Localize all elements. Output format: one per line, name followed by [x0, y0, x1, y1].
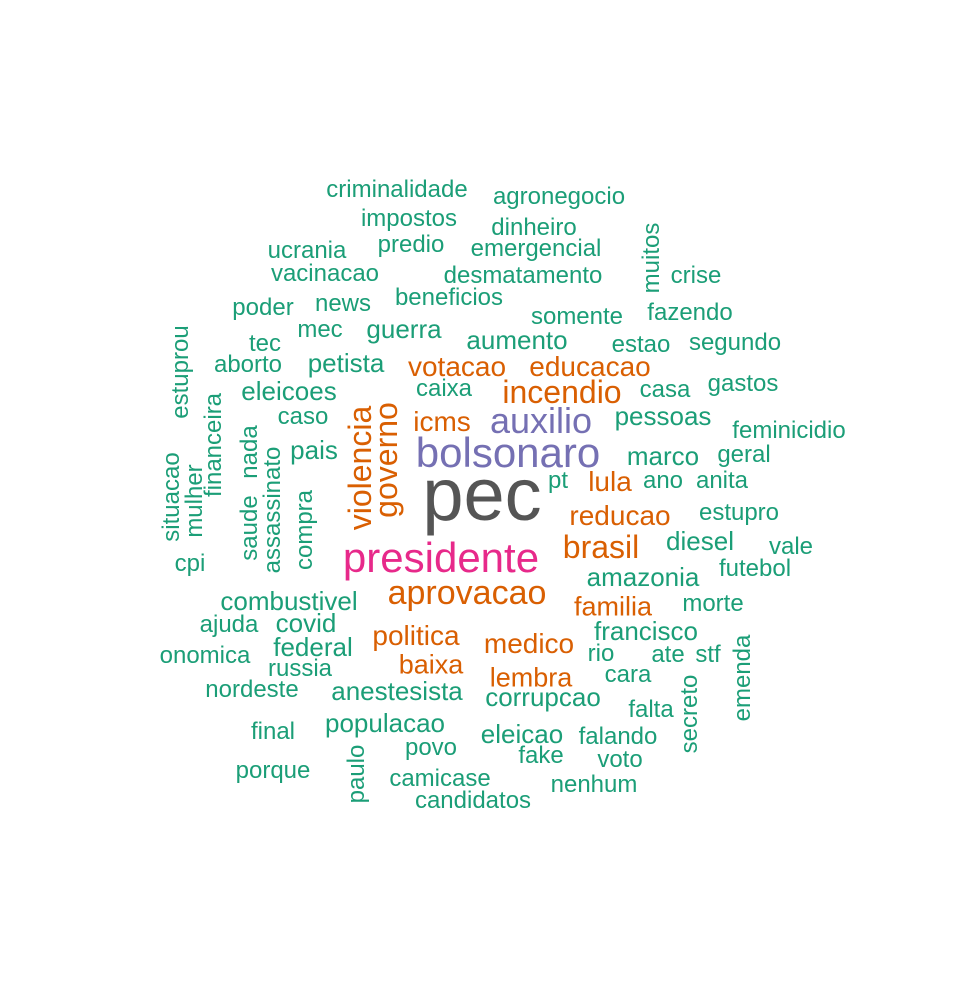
- word-gastos: gastos: [707, 370, 779, 397]
- word-cara: cara: [604, 661, 652, 688]
- word-compra: compra: [291, 489, 318, 571]
- word-tec: tec: [248, 330, 282, 357]
- word-agronegocio: agronegocio: [492, 183, 626, 210]
- word-presidente: presidente: [342, 534, 540, 581]
- word-vacinacao: vacinacao: [270, 260, 380, 287]
- word-lembra: lembra: [489, 662, 573, 693]
- word-falta: falta: [628, 696, 674, 723]
- word-candidatos: candidatos: [414, 787, 532, 814]
- word-marco: marco: [626, 441, 700, 471]
- word-pais: pais: [290, 435, 338, 465]
- word-caixa: caixa: [415, 375, 473, 402]
- word-pec: pec: [422, 453, 542, 536]
- word-amazonia: amazonia: [586, 562, 700, 592]
- word-caso: caso: [277, 403, 329, 430]
- word-petista: petista: [307, 348, 385, 378]
- word-educacao: educacao: [529, 351, 651, 382]
- word-pessoas: pessoas: [614, 401, 712, 431]
- word-stf: stf: [695, 641, 721, 668]
- word-ano: ano: [642, 467, 684, 494]
- word-estupro: estupro: [698, 499, 780, 526]
- word-populacao: populacao: [325, 708, 445, 738]
- word-eleicoes: eleicoes: [241, 376, 337, 406]
- word-eleicao: eleicao: [480, 719, 564, 749]
- word-desmatamento: desmatamento: [443, 262, 603, 289]
- word-news: news: [314, 290, 372, 317]
- word-impostos: impostos: [360, 205, 458, 232]
- word-pt: pt: [547, 467, 569, 494]
- word-estuprou: estuprou: [167, 325, 194, 419]
- word-politica: politica: [372, 620, 460, 651]
- word-votacao: votacao: [407, 351, 507, 382]
- word-morte: morte: [682, 590, 744, 617]
- word-rio: rio: [587, 640, 615, 667]
- word-final: final: [250, 718, 296, 745]
- word-mec: mec: [297, 316, 343, 343]
- word-povo: povo: [404, 734, 458, 761]
- word-medico: medico: [483, 628, 575, 659]
- word-paulo: paulo: [343, 744, 370, 804]
- word-onomica: onomica: [159, 642, 251, 669]
- word-segundo: segundo: [688, 329, 782, 356]
- word-ajuda: ajuda: [199, 611, 259, 638]
- word-anita: anita: [695, 467, 749, 494]
- word-criminalidade: criminalidade: [326, 176, 468, 203]
- word-dinheiro: dinheiro: [491, 214, 577, 241]
- word-mulher: mulher: [181, 464, 208, 538]
- word-predio: predio: [377, 231, 445, 258]
- word-corrupcao: corrupcao: [485, 682, 601, 712]
- word-vale: vale: [768, 533, 814, 560]
- word-aborto: aborto: [213, 351, 283, 378]
- word-icms: icms: [413, 406, 471, 437]
- word-bolsonaro: bolsonaro: [415, 429, 601, 476]
- word-familia: familia: [573, 591, 653, 622]
- word-combustivel: combustivel: [220, 586, 358, 616]
- word-diesel: diesel: [666, 526, 734, 556]
- word-federal: federal: [273, 632, 353, 662]
- word-auxilio: auxilio: [489, 400, 593, 441]
- word-brasil: brasil: [562, 529, 640, 565]
- word-poder: poder: [232, 294, 294, 321]
- word-falando: falando: [578, 723, 658, 750]
- word-casa: casa: [639, 376, 691, 403]
- word-governo: governo: [368, 402, 404, 518]
- word-covid: covid: [275, 608, 337, 638]
- word-estao: estao: [611, 331, 671, 358]
- word-francisco: francisco: [593, 616, 699, 646]
- word-emenda: emenda: [729, 634, 756, 722]
- word-nenhum: nenhum: [550, 771, 638, 798]
- word-beneficios: beneficios: [394, 284, 504, 311]
- word-feminicidio: feminicidio: [732, 417, 846, 444]
- word-russia: russia: [267, 655, 333, 682]
- word-aumento: aumento: [466, 325, 568, 355]
- word-voto: voto: [597, 746, 643, 773]
- word-geral: geral: [717, 441, 771, 468]
- word-porque: porque: [235, 757, 311, 784]
- word-nordeste: nordeste: [205, 676, 299, 703]
- word-emergencial: emergencial: [470, 235, 602, 262]
- word-incendio: incendio: [502, 374, 622, 410]
- word-ate: ate: [651, 641, 685, 668]
- word-muitos: muitos: [638, 222, 665, 294]
- word-somente: somente: [530, 303, 624, 330]
- word-ucrania: ucrania: [267, 237, 347, 264]
- word-lula: lula: [588, 466, 632, 497]
- word-cpi: cpi: [174, 550, 206, 577]
- word-secreto: secreto: [676, 674, 703, 754]
- word-aprovacao: aprovacao: [387, 574, 547, 612]
- word-anestesista: anestesista: [331, 676, 463, 706]
- word-assassinato: assassinato: [259, 446, 286, 574]
- word-futebol: futebol: [718, 555, 792, 582]
- word-fake: fake: [518, 742, 564, 769]
- word-camicase: camicase: [389, 765, 491, 792]
- word-baixa: baixa: [398, 649, 464, 680]
- word-reducao: reducao: [569, 500, 671, 531]
- word-crise: crise: [670, 262, 722, 289]
- word-fazendo: fazendo: [647, 299, 733, 326]
- word-guerra: guerra: [366, 314, 442, 344]
